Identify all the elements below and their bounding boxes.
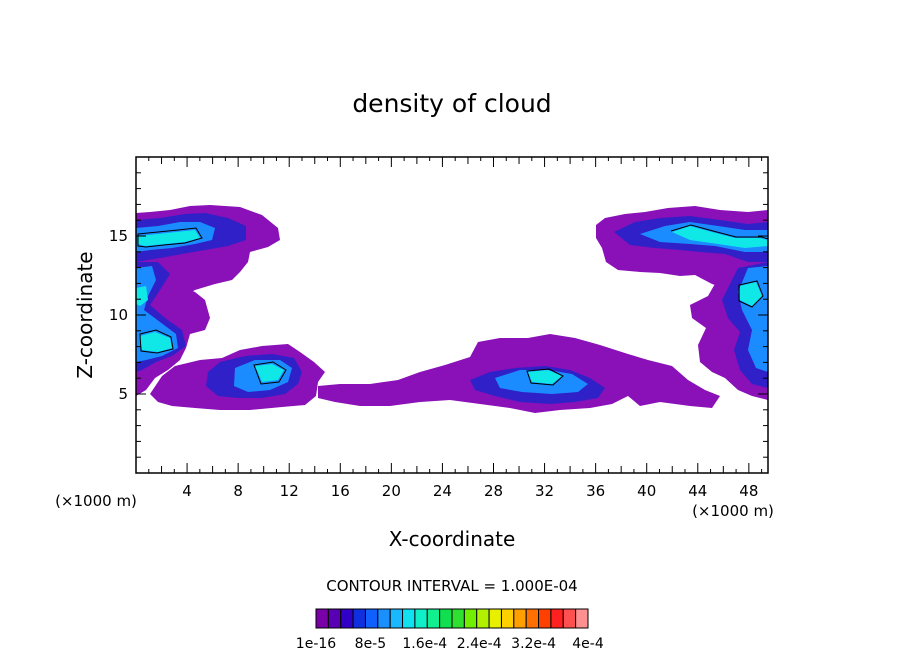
- contour-line-right-edge: [738, 280, 764, 308]
- colorbar: [315, 608, 589, 629]
- colorbar-swatch: [352, 608, 366, 629]
- y-tick-labels: 5 10 15: [109, 227, 128, 403]
- x-axis-label: X-coordinate: [389, 527, 516, 551]
- cloud-lower-left-peak: [255, 364, 284, 382]
- colorbar-swatch: [538, 608, 552, 629]
- cloud-left-edge-peak: [140, 332, 172, 352]
- cloud-upper-right-peak: [672, 226, 768, 248]
- contour-line-upper-left: [137, 227, 203, 248]
- colorbar-swatch: [402, 608, 416, 629]
- cloud-field: [136, 205, 768, 413]
- colorbar-label: 1.6e-4: [402, 636, 447, 652]
- y-tick-label: 5: [118, 385, 128, 403]
- plot-frame: [135, 156, 769, 474]
- colorbar-labels: 1e-16 8e-5 1.6e-4 2.4e-4 3.2e-4 4e-4: [296, 636, 604, 652]
- x-tick-label: 8: [233, 482, 243, 500]
- x-tick-label: 32: [535, 482, 554, 500]
- colorbar-swatch: [327, 608, 342, 629]
- colorbar-swatch: [562, 608, 577, 629]
- x-tick-label: 16: [331, 482, 350, 500]
- colorbar-label: 3.2e-4: [511, 636, 556, 652]
- z-unit-label: (×1000 m): [55, 492, 137, 510]
- x-tick-label: 20: [382, 482, 401, 500]
- x-tick-label: 36: [586, 482, 605, 500]
- colorbar-label: 1e-16: [296, 636, 336, 652]
- cloud-right-edge-peak: [740, 282, 762, 306]
- colorbar-label: 4e-4: [572, 636, 604, 652]
- cloud-left-edge-peak-2: [136, 286, 148, 306]
- contour-line-lower-left: [253, 361, 287, 385]
- colorbar-swatch: [550, 608, 564, 629]
- colorbar-label: 8e-5: [355, 636, 386, 652]
- x-tick-labels: 4 8 12 16 20 24 28 32 36 40 44 48: [182, 482, 758, 500]
- colorbar-swatch: [340, 608, 354, 629]
- x-tick-label: 12: [280, 482, 299, 500]
- contour-line-lower-middle: [526, 368, 564, 386]
- x-tick-label: 28: [484, 482, 503, 500]
- x-unit-label: (×1000 m): [692, 502, 774, 520]
- colorbar-swatch: [426, 608, 441, 629]
- colorbar-swatch: [389, 608, 404, 629]
- colorbar-swatch: [451, 608, 465, 629]
- chart-title: density of cloud: [352, 89, 551, 118]
- colorbar-swatch: [476, 608, 490, 629]
- contour-lines: [137, 224, 768, 386]
- colorbar-label: 2.4e-4: [457, 636, 502, 652]
- x-tick-label: 40: [637, 482, 656, 500]
- cloud-upper-left-peak: [138, 230, 200, 246]
- contour-line-upper-right: [670, 224, 768, 240]
- colorbar-swatch: [364, 608, 379, 629]
- colorbar-swatch: [315, 608, 329, 629]
- colorbar-swatch: [500, 608, 515, 629]
- y-tick-label: 15: [109, 227, 128, 245]
- colorbar-swatch: [513, 608, 527, 629]
- colorbar-swatch: [439, 608, 453, 629]
- contour-interval-text: CONTOUR INTERVAL = 1.000E-04: [326, 577, 577, 595]
- colorbar-swatch: [414, 608, 428, 629]
- contour-line-left-edge: [139, 329, 174, 354]
- y-axis-label: Z-coordinate: [73, 251, 97, 378]
- axis-ticks: [136, 157, 768, 473]
- colorbar-swatch: [488, 608, 502, 629]
- colorbar-swatch: [525, 608, 540, 629]
- colorbar-swatch: [575, 608, 589, 629]
- colorbar-swatch: [377, 608, 391, 629]
- x-tick-label: 48: [739, 482, 758, 500]
- cloud-lower-middle-peak: [528, 370, 562, 384]
- x-tick-label: 24: [433, 482, 452, 500]
- x-tick-label: 4: [182, 482, 192, 500]
- colorbar-swatch: [463, 608, 478, 629]
- x-tick-label: 44: [688, 482, 707, 500]
- y-tick-label: 10: [109, 306, 128, 324]
